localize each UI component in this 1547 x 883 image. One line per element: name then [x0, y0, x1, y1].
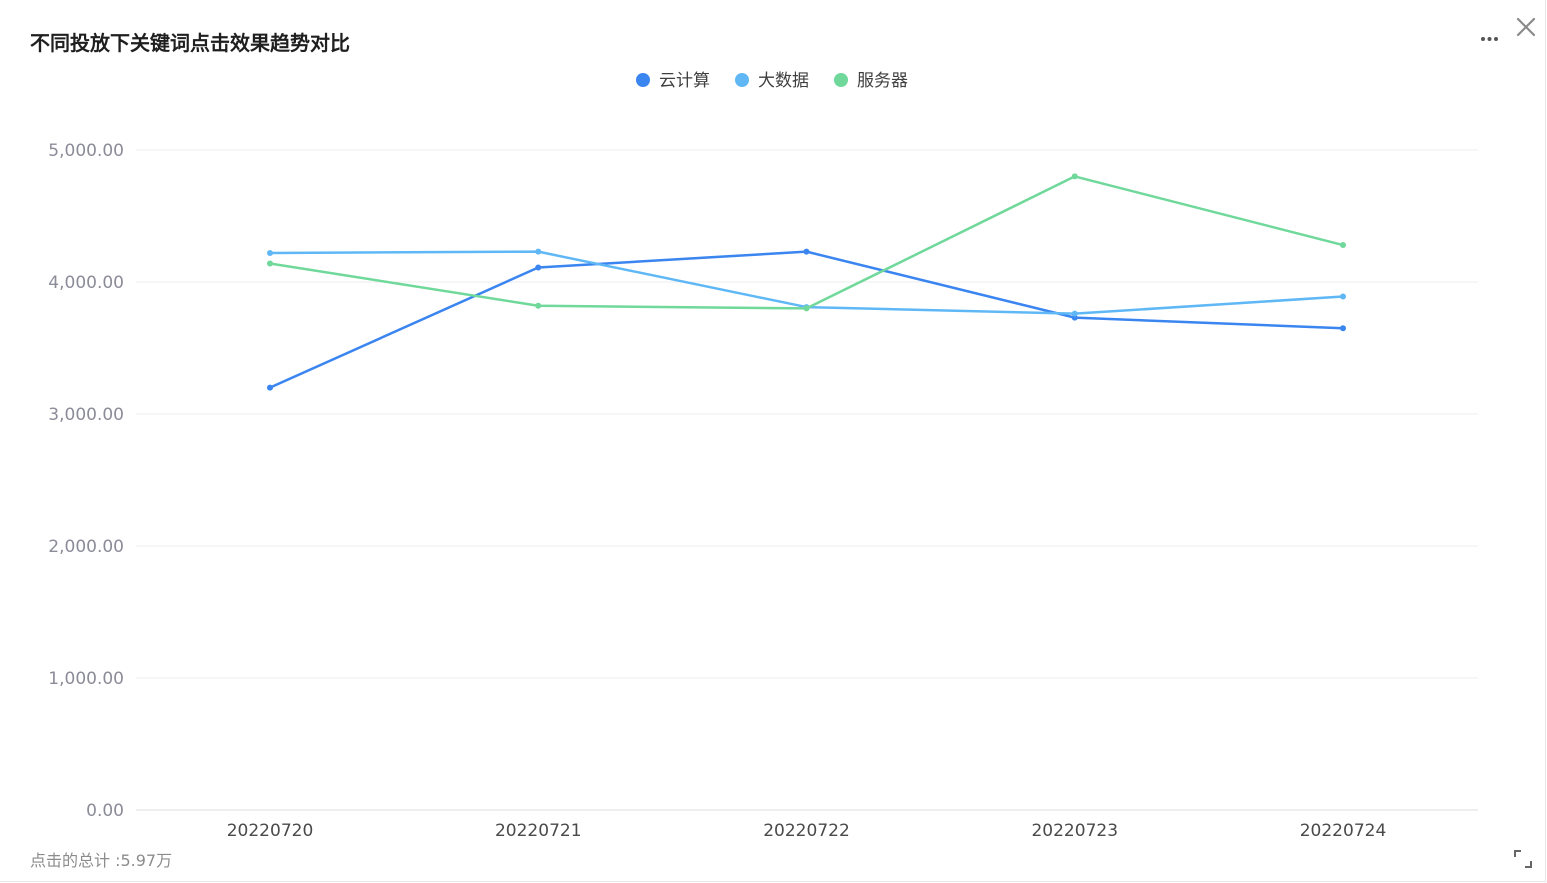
data-point[interactable]: [1071, 173, 1078, 180]
legend-marker[interactable]: [834, 73, 848, 87]
data-point[interactable]: [1340, 325, 1346, 332]
y-tick-label: 5,000.00: [48, 141, 124, 161]
data-point[interactable]: [803, 248, 810, 255]
data-point[interactable]: [267, 249, 273, 256]
x-tick-label: 20220724: [1300, 821, 1387, 841]
footer-total: 点击的总计 :5.97万: [30, 851, 173, 870]
close-icon: [1516, 17, 1536, 37]
y-tick-label: 1,000.00: [48, 669, 124, 689]
data-point[interactable]: [1340, 242, 1346, 249]
y-tick-label: 3,000.00: [48, 405, 124, 425]
y-tick-label: 0.00: [86, 801, 124, 821]
legend-marker[interactable]: [636, 73, 650, 87]
y-tick-label: 2,000.00: [48, 537, 124, 557]
data-point[interactable]: [535, 264, 542, 271]
more-horizontal-icon: [1481, 37, 1498, 41]
data-point[interactable]: [535, 302, 542, 309]
x-tick-label: 20220720: [227, 821, 314, 841]
data-point[interactable]: [267, 260, 273, 267]
data-point[interactable]: [535, 248, 542, 255]
legend-marker[interactable]: [735, 73, 749, 87]
expand-icon: [1514, 850, 1532, 868]
series-line-3[interactable]: [269, 175, 1344, 310]
x-tick-label: 20220721: [495, 821, 582, 841]
data-point[interactable]: [1071, 310, 1078, 317]
data-point[interactable]: [803, 305, 810, 312]
legend-label[interactable]: 服务器: [857, 71, 908, 91]
y-tick-label: 4,000.00: [48, 273, 124, 293]
more-button[interactable]: [1478, 26, 1502, 50]
series-line-1[interactable]: [269, 250, 1344, 389]
x-tick-label: 20220722: [763, 821, 850, 841]
close-button[interactable]: [1514, 15, 1538, 39]
chart-title: 不同投放下关键词点击效果趋势对比: [30, 31, 350, 55]
x-tick-label: 20220723: [1031, 821, 1118, 841]
legend-label[interactable]: 云计算: [659, 71, 710, 91]
legend-label[interactable]: 大数据: [758, 71, 809, 91]
expand-button[interactable]: [1512, 848, 1534, 870]
data-point[interactable]: [267, 384, 273, 391]
data-point[interactable]: [1340, 293, 1346, 300]
